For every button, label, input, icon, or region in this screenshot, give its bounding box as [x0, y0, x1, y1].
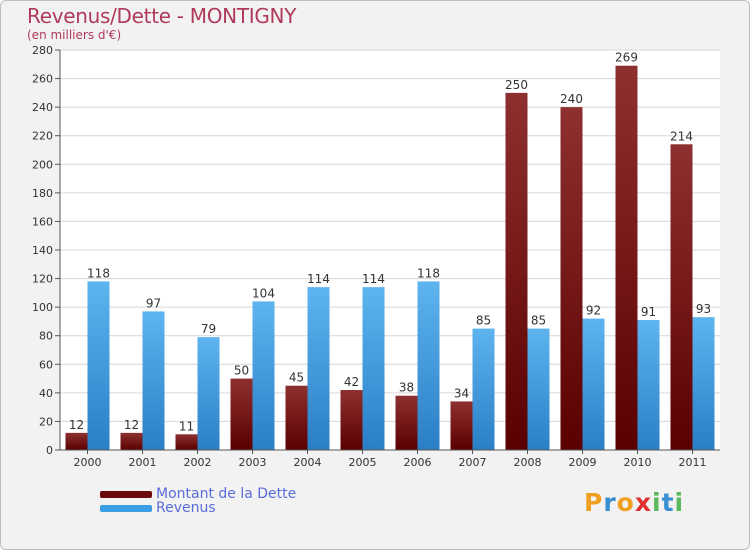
- bar-revenus: [417, 281, 440, 450]
- bar-revenus: [637, 320, 660, 450]
- bar-debt: [505, 92, 528, 450]
- data-label-revenus: 91: [641, 305, 656, 319]
- data-label-revenus: 85: [476, 314, 491, 328]
- data-label-debt: 11: [179, 419, 194, 433]
- bar-revenus: [197, 337, 220, 450]
- chart-subtitle: (en milliers d'€): [27, 28, 122, 42]
- y-tick-label: 100: [32, 301, 53, 314]
- bar-debt: [175, 434, 198, 450]
- x-tick-label: 2003: [239, 456, 267, 469]
- y-tick-label: 240: [32, 101, 53, 114]
- bar-debt: [340, 390, 363, 450]
- brand-letter: t: [661, 488, 675, 517]
- x-tick-label: 2001: [129, 456, 157, 469]
- bar-debt: [120, 432, 143, 450]
- y-tick-label: 140: [32, 244, 53, 257]
- y-tick-label: 120: [32, 273, 53, 286]
- bar-revenus: [472, 328, 495, 450]
- y-tick-label: 0: [46, 444, 53, 457]
- data-label-revenus: 92: [586, 304, 601, 318]
- brand-letter: o: [616, 488, 635, 517]
- x-tick-label: 2010: [624, 456, 652, 469]
- data-label-debt: 12: [69, 418, 84, 432]
- y-tick-label: 80: [39, 330, 53, 343]
- y-tick-label: 220: [32, 130, 53, 143]
- y-tick-label: 60: [39, 358, 53, 371]
- bar-debt: [285, 385, 308, 450]
- data-label-debt: 214: [670, 129, 693, 143]
- bar-revenus: [87, 281, 110, 450]
- brand-logo: Proxiti: [584, 488, 684, 517]
- bar-debt: [230, 378, 253, 450]
- bar-debt: [65, 432, 88, 450]
- data-label-revenus: 79: [201, 322, 216, 336]
- data-label-debt: 250: [505, 78, 528, 92]
- data-label-revenus: 97: [146, 296, 161, 310]
- bar-debt: [615, 65, 638, 450]
- legend-label-debt: Montant de la Dette: [156, 486, 297, 502]
- brand-letter: i: [674, 488, 685, 517]
- legend-swatch-debt: [100, 490, 152, 498]
- x-tick-label: 2008: [514, 456, 542, 469]
- brand-letter: r: [603, 488, 617, 517]
- x-tick-label: 2011: [679, 456, 707, 469]
- y-tick-label: 280: [32, 44, 53, 57]
- x-tick-label: 2007: [459, 456, 487, 469]
- data-label-revenus: 104: [252, 286, 275, 300]
- bar-debt: [395, 395, 418, 450]
- bar-revenus: [362, 287, 385, 450]
- data-label-revenus: 114: [307, 272, 330, 286]
- x-tick-label: 2009: [569, 456, 597, 469]
- data-label-debt: 50: [234, 364, 249, 378]
- bar-debt: [560, 107, 583, 451]
- x-tick-label: 2002: [184, 456, 212, 469]
- x-tick-label: 2000: [74, 456, 102, 469]
- legend-swatch-revenus: [100, 504, 152, 512]
- bar-revenus: [252, 301, 275, 450]
- legend-label-revenus: Revenus: [156, 500, 216, 516]
- brand-letter: x: [634, 488, 652, 517]
- data-label-debt: 240: [560, 92, 583, 106]
- chart-title: Revenus/Dette - MONTIGNY: [27, 4, 297, 28]
- data-label-debt: 42: [344, 375, 359, 389]
- data-label-debt: 34: [454, 386, 469, 400]
- y-tick-label: 160: [32, 215, 53, 228]
- data-label-debt: 38: [399, 381, 414, 395]
- brand-letter: i: [652, 488, 662, 517]
- data-label-revenus: 118: [87, 266, 110, 280]
- y-tick-label: 260: [32, 73, 53, 86]
- x-tick-label: 2004: [294, 456, 322, 469]
- data-label-revenus: 85: [531, 314, 546, 328]
- data-label-revenus: 114: [362, 272, 385, 286]
- data-label-debt: 45: [289, 371, 304, 385]
- data-label-revenus: 118: [417, 266, 440, 280]
- bar-revenus: [692, 317, 715, 450]
- legend-item-revenus: Revenus: [100, 500, 216, 516]
- y-tick-label: 200: [32, 158, 53, 171]
- brand-letter: P: [584, 488, 604, 517]
- y-tick-label: 20: [39, 415, 53, 428]
- bar-revenus: [527, 328, 550, 450]
- bar-revenus: [307, 287, 330, 450]
- bar-revenus: [142, 311, 165, 450]
- y-tick-label: 180: [32, 187, 53, 200]
- data-label-debt: 12: [124, 418, 139, 432]
- bar-debt: [450, 401, 473, 450]
- data-label-revenus: 93: [696, 302, 711, 316]
- x-tick-label: 2006: [404, 456, 432, 469]
- data-label-debt: 269: [615, 51, 638, 65]
- bar-revenus: [582, 318, 605, 450]
- y-tick-label: 40: [39, 387, 53, 400]
- legend-item-debt: Montant de la Dette: [100, 486, 296, 502]
- bar-debt: [670, 144, 693, 451]
- x-tick-label: 2005: [349, 456, 377, 469]
